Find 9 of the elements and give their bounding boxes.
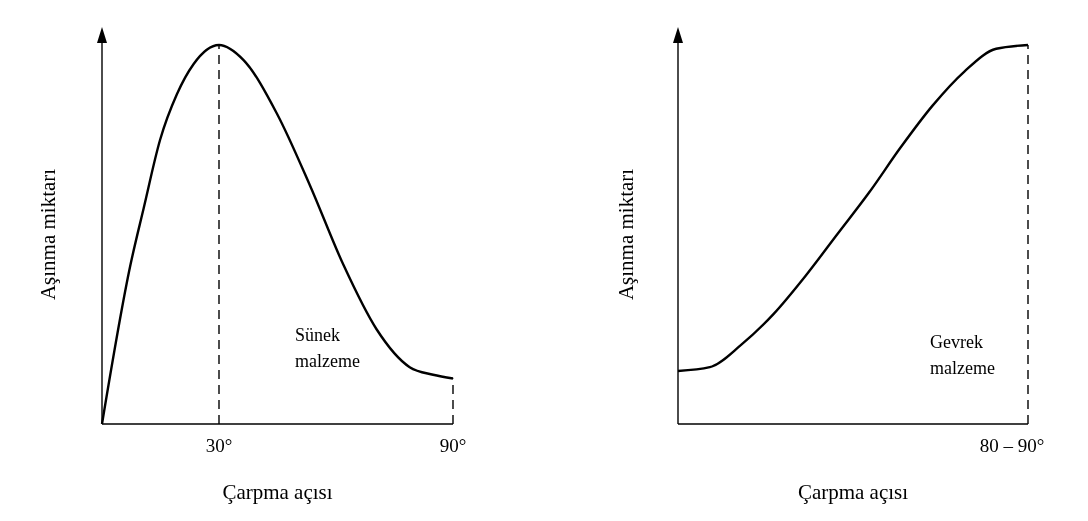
- x-tick-label: 90°: [439, 435, 467, 457]
- x-axis-title: Çarpma açısı: [797, 479, 909, 504]
- annotation: Sünek malzeme: [295, 324, 361, 371]
- annotation: Gevrek malzeme: [930, 332, 995, 379]
- x-axis-title: Çarpma açısı: [222, 479, 333, 504]
- text: 80 – 90°: [979, 435, 1045, 457]
- y-axis-title: Aşınma miktarı: [613, 168, 638, 301]
- y-axis-title: Aşınma miktarı: [35, 168, 60, 301]
- x-tick-label: 30°: [205, 435, 233, 457]
